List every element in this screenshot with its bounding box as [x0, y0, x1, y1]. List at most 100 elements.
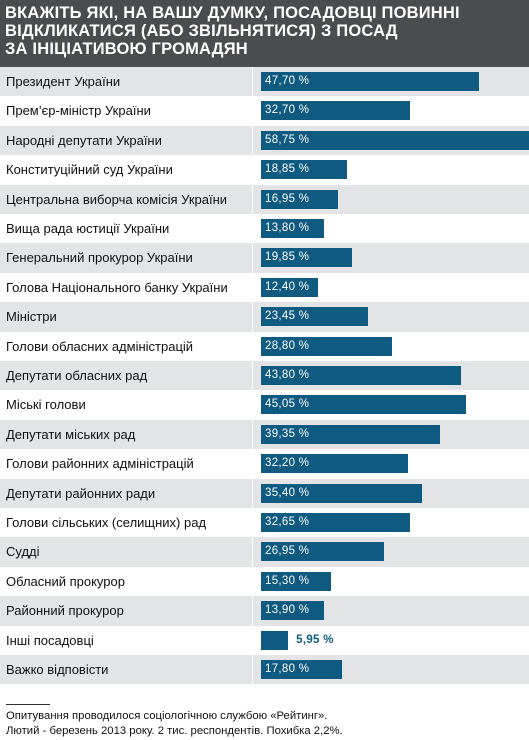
value-bar [261, 454, 408, 474]
footnote-line-2: Лютий - березень 2013 року. 2 тис. респо… [6, 725, 343, 737]
value-label: 12,40 % [265, 280, 310, 293]
category-label: Голови сільських (селищних) рад [6, 515, 207, 530]
chart-row: Депутати міських рад 39,35 % [0, 419, 529, 450]
value-bar [261, 189, 339, 209]
chart-row: Конституційний суд України 18,85 % [0, 155, 529, 185]
value-label: 43,80 % [265, 369, 310, 381]
column-divider [252, 478, 253, 508]
footnote-line-1: Опитування проводилося соціологічною слу… [6, 710, 328, 722]
column-divider [252, 361, 253, 391]
chart-header: ВКАЖІТЬ ЯКІ, НА ВАШУ ДУМКУ, ПОСАДОВЦІ ПО… [0, 0, 529, 67]
column-divider [252, 155, 253, 185]
category-label: Міські голови [6, 397, 86, 413]
value-bar [261, 660, 343, 679]
chart-row: Інші посадовці 5,95 % [0, 625, 529, 655]
category-label: Президент України [6, 74, 121, 89]
column-divider [252, 508, 253, 538]
value-bar [261, 160, 347, 180]
chart-row: Голови сільських (селищних) рад 32,65 % [0, 508, 529, 538]
column-divider [252, 331, 253, 361]
column-divider [252, 537, 253, 567]
value-label: 47,70 % [265, 75, 310, 87]
column-divider [252, 655, 253, 685]
value-label: 15,30 % [265, 574, 310, 587]
column-divider [252, 96, 253, 126]
column-divider [252, 125, 253, 156]
column-divider [252, 625, 253, 655]
category-label: Інші посадовці [6, 632, 94, 648]
category-label: Судді [6, 544, 40, 560]
value-label: 39,35 % [265, 427, 310, 440]
value-label: 13,80 % [265, 222, 310, 234]
value-label: 23,45 % [265, 310, 310, 323]
chart-title: ВКАЖІТЬ ЯКІ, НА ВАШУ ДУМКУ, ПОСАДОВЦІ ПО… [5, 4, 515, 58]
category-label: Голови районних адміністрацій [6, 456, 194, 472]
chart-row: Районний прокурор 13,90 % [0, 596, 529, 626]
column-divider [252, 566, 253, 597]
value-bar [261, 483, 423, 503]
column-divider [252, 243, 253, 273]
title-line-3: ЗА ІНІЦІАТИВОЮ ГРОМАДЯН [5, 40, 248, 58]
chart-row: Обласний прокурор 15,30 % [0, 566, 529, 597]
value-label: 18,85 % [265, 163, 310, 176]
chart-row: Судді 26,95 % [0, 537, 529, 567]
value-bar [261, 571, 331, 591]
value-bar [261, 601, 325, 621]
footnote-divider [6, 704, 50, 705]
category-label: Прем’єр-міністр України [6, 103, 151, 119]
category-label: Депутати міських рад [6, 426, 136, 442]
column-divider [252, 272, 253, 303]
value-bar [261, 277, 318, 297]
category-label: Голова Національного банку України [6, 279, 228, 295]
column-divider [252, 184, 253, 214]
chart-row: Прем’єр-міністр України 32,70 % [0, 96, 529, 126]
chart-row: Міські голови 45,05 % [0, 390, 529, 420]
value-bar [261, 513, 410, 532]
value-bar [261, 219, 324, 238]
value-label: 45,05 % [265, 398, 310, 411]
category-label: Народні депутати України [6, 132, 162, 148]
value-label: 58,75 % [265, 133, 310, 146]
title-line-1: ВКАЖІТЬ ЯКІ, НА ВАШУ ДУМКУ, ПОСАДОВЦІ ПО… [5, 4, 460, 22]
chart-row: Центральна виборча комісія України 16,95 … [0, 184, 529, 214]
category-label: Міністри [6, 309, 57, 325]
category-label: Районний прокурор [6, 603, 124, 619]
chart-row: Голови обласних адміністрацій 28,80 % [0, 331, 529, 361]
chart-row: Голови районних адміністрацій 32,20 % [0, 449, 529, 479]
value-bar [261, 72, 479, 91]
value-label: 13,90 % [265, 604, 310, 617]
chart-row: Народні депутати України 58,75 % [0, 125, 529, 156]
category-label: Голови обласних адміністрацій [6, 338, 194, 354]
category-label: Вища рада юстиції України [6, 221, 170, 236]
category-label: Генеральний прокурор України [6, 250, 193, 266]
column-divider [252, 67, 253, 97]
value-label: 32,20 % [265, 457, 310, 470]
chart-row: Важко відповісти 17,80 % [0, 655, 529, 685]
category-label: Обласний прокурор [6, 573, 125, 589]
column-divider [252, 214, 253, 244]
value-label: 26,95 % [265, 545, 310, 558]
value-bar [261, 248, 352, 268]
value-label: 32,65 % [265, 516, 310, 528]
column-divider [252, 302, 253, 332]
value-label: 17,80 % [265, 663, 310, 675]
column-divider [252, 596, 253, 626]
value-bar [261, 307, 368, 327]
value-label: 16,95 % [265, 192, 310, 205]
value-bar [261, 424, 441, 444]
category-label: Депутати районних ради [6, 485, 156, 501]
category-label: Важко відповісти [6, 662, 109, 677]
category-label: Центральна виборча комісія України [6, 191, 228, 207]
category-label: Конституційний суд України [6, 162, 173, 178]
value-label: 5,95 % [296, 633, 334, 646]
chart-row: Голова Національного банку України 12,40 … [0, 272, 529, 303]
value-bar [261, 366, 461, 385]
column-divider [252, 390, 253, 420]
chart-row: Депутати районних ради 35,40 % [0, 478, 529, 508]
value-label: 32,70 % [265, 104, 310, 117]
value-label: 35,40 % [265, 486, 310, 499]
value-label: 19,85 % [265, 251, 310, 264]
chart-row: Генеральний прокурор України 19,85 % [0, 243, 529, 273]
chart-row: Вища рада юстиції України 13,80 % [0, 214, 529, 244]
value-bar [261, 130, 529, 150]
